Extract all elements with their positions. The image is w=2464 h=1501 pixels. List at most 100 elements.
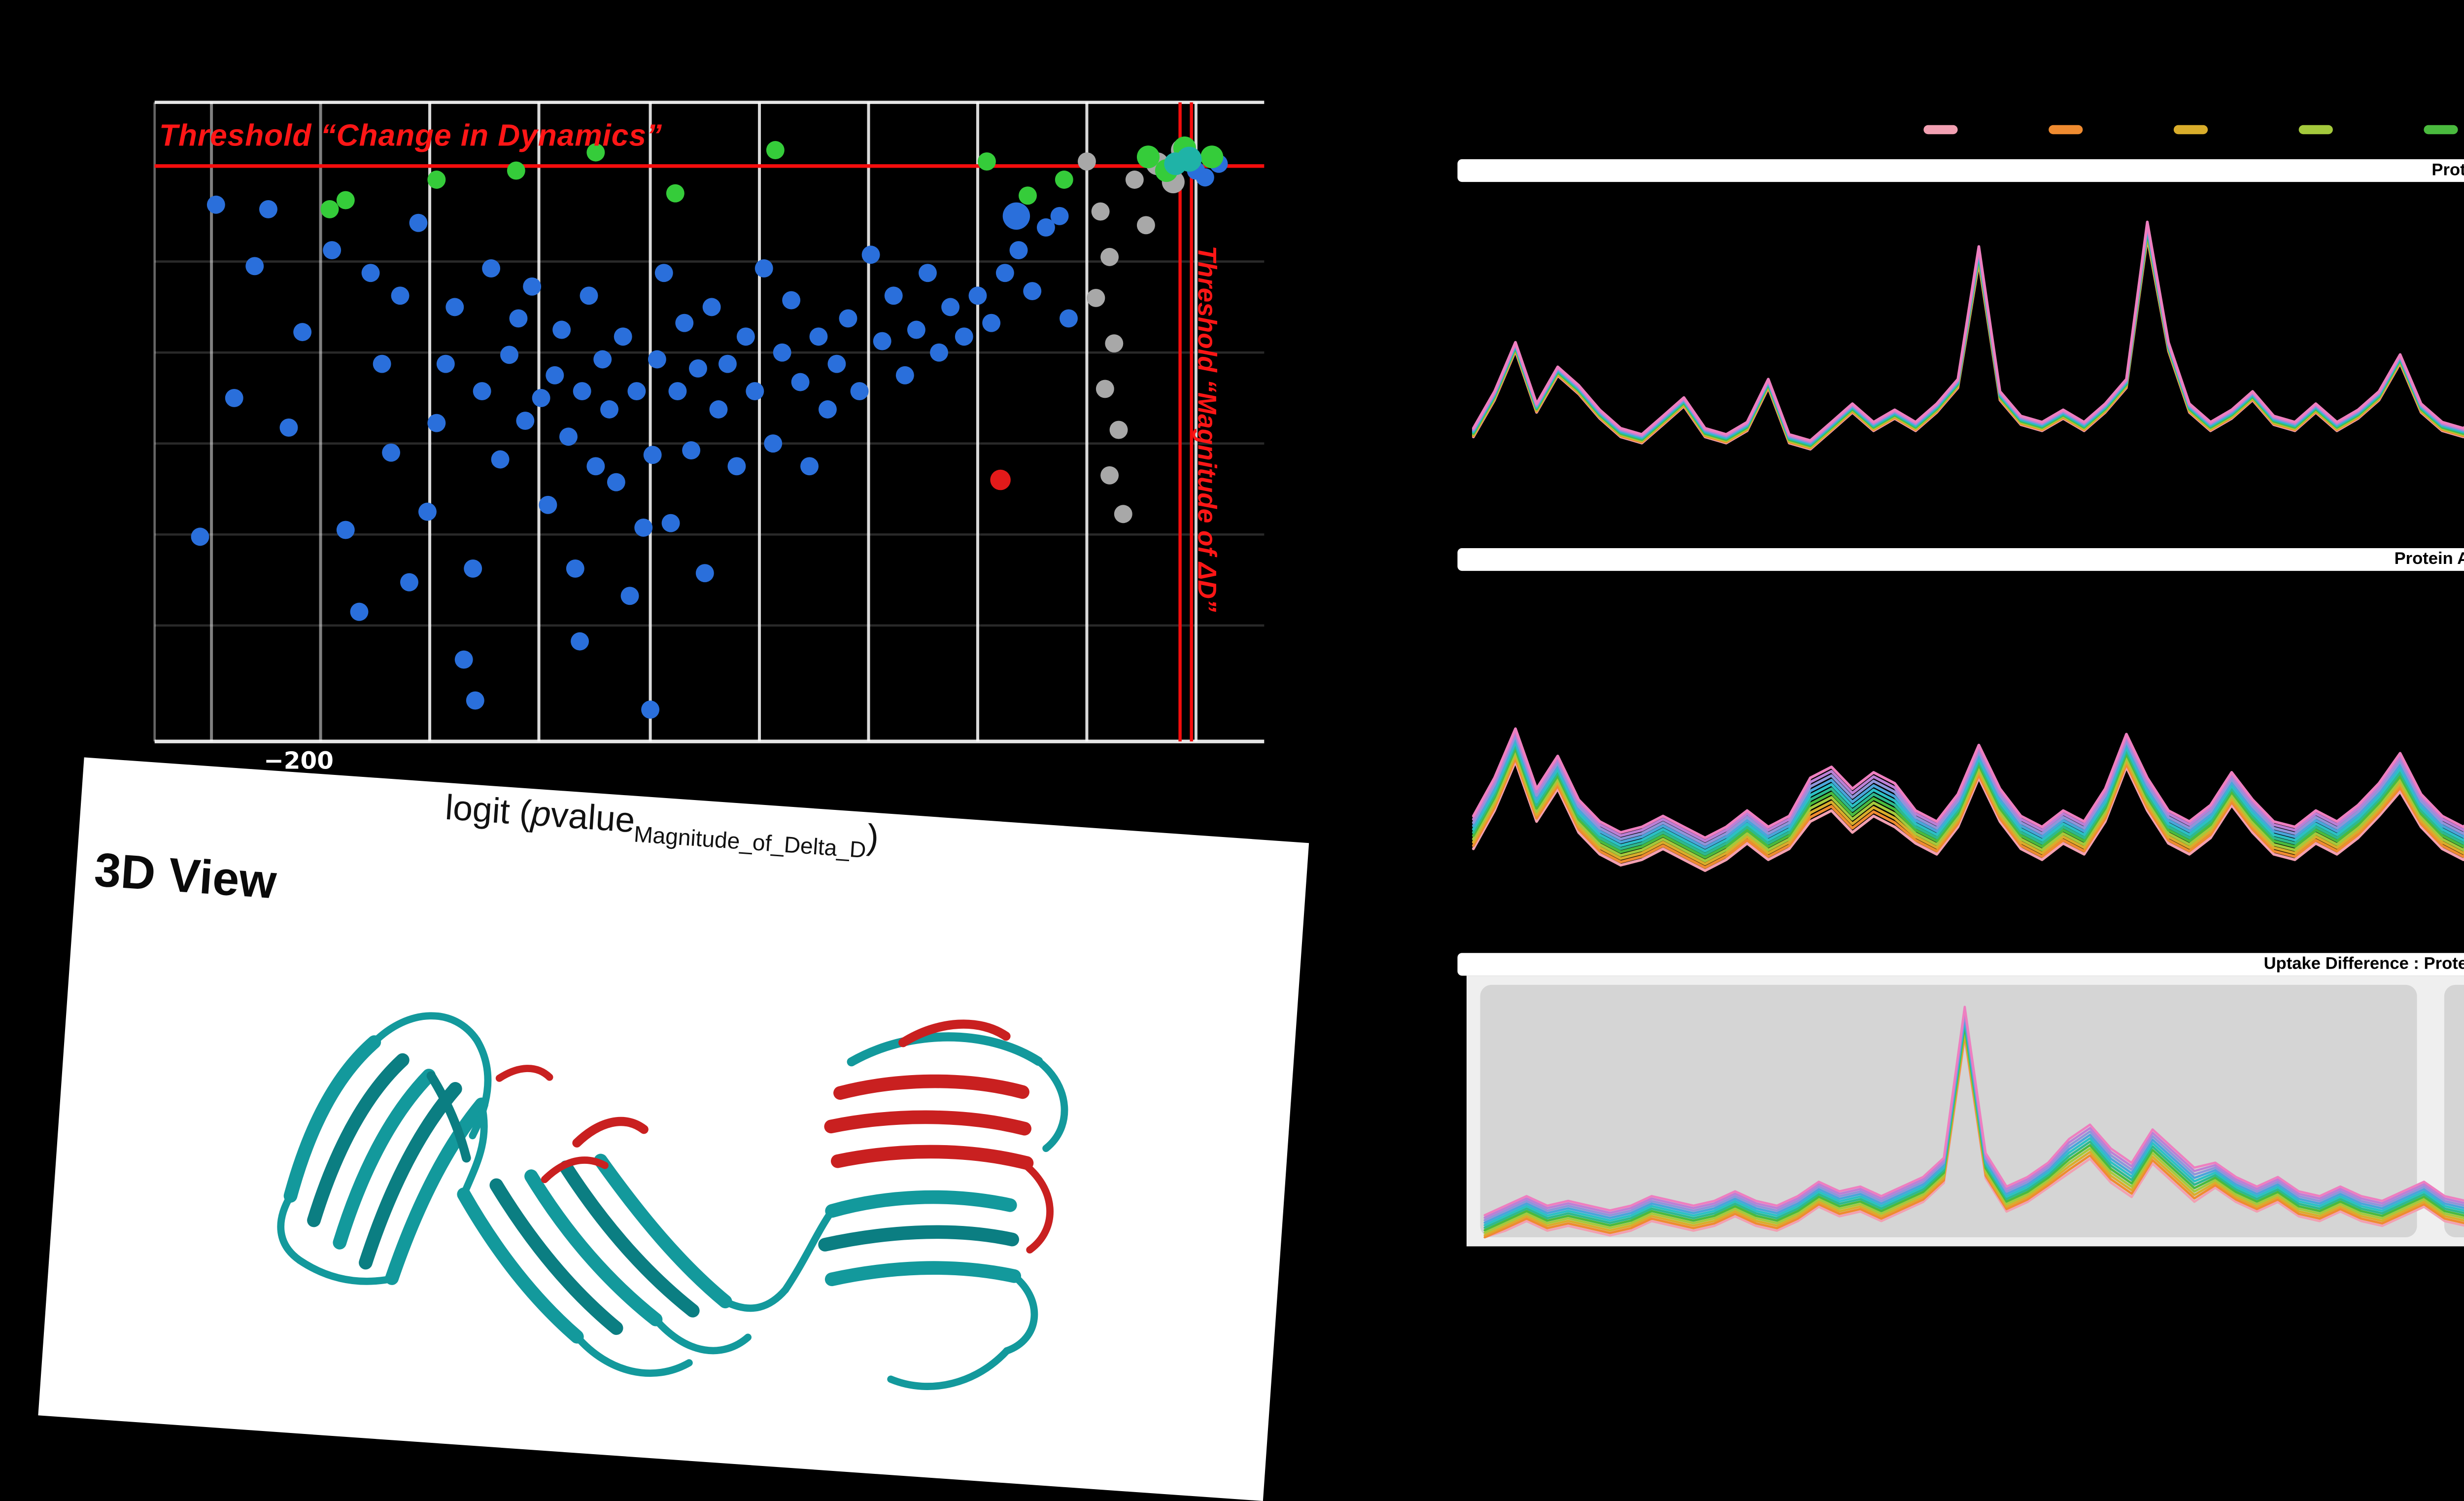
volcano-point-gray[interactable]: [1087, 288, 1105, 307]
volcano-point-blue[interactable]: [464, 559, 482, 578]
volcano-point-gray[interactable]: [1077, 152, 1096, 171]
volcano-point-blue[interactable]: [773, 343, 791, 362]
volcano-point-gray[interactable]: [1095, 380, 1114, 398]
volcano-point-blue[interactable]: [391, 286, 410, 305]
volcano-point-blue[interactable]: [809, 327, 828, 346]
volcano-point-blue[interactable]: [482, 259, 501, 278]
uptake-trace[interactable]: [1483, 1024, 2464, 1231]
uptake-trace[interactable]: [1483, 1018, 2464, 1226]
volcano-point-blue[interactable]: [293, 323, 312, 342]
volcano-point-blue[interactable]: [539, 495, 557, 514]
volcano-point-gray[interactable]: [1100, 466, 1119, 485]
volcano-point-blue[interactable]: [955, 327, 973, 346]
uptake-trace[interactable]: [1472, 233, 2464, 449]
volcano-point-green[interactable]: [1136, 145, 1160, 169]
volcano-point-blue[interactable]: [791, 373, 810, 391]
volcano-point-blue[interactable]: [336, 521, 355, 539]
legend-item[interactable]: [2298, 125, 2333, 135]
volcano-point-blue[interactable]: [206, 195, 225, 214]
uptake-trace[interactable]: [1472, 630, 2464, 846]
uptake-trace[interactable]: [1483, 1012, 2464, 1222]
legend-item[interactable]: [2424, 125, 2458, 135]
uptake-trace[interactable]: [1472, 620, 2464, 839]
volcano-point-blue[interactable]: [919, 264, 937, 282]
uptake-trace[interactable]: [1483, 1015, 2464, 1224]
volcano-point-green[interactable]: [336, 191, 355, 209]
volcano-point-blue[interactable]: [573, 382, 591, 401]
volcano-point-gray[interactable]: [1105, 334, 1124, 353]
uptake-trace[interactable]: [1483, 1034, 2464, 1239]
volcano-point-blue[interactable]: [695, 564, 714, 583]
uptake-trace[interactable]: [1472, 663, 2464, 866]
uptake-trace[interactable]: [1472, 647, 2464, 856]
volcano-point-blue[interactable]: [643, 446, 662, 464]
volcano-point-blue[interactable]: [895, 366, 914, 384]
volcano-point-blue[interactable]: [968, 286, 987, 305]
selection-region[interactable]: [2444, 984, 2464, 1237]
uptake-trace[interactable]: [1483, 1021, 2464, 1229]
uptake-trace[interactable]: [1472, 641, 2464, 853]
volcano-point-blue[interactable]: [600, 400, 618, 419]
volcano-point-blue[interactable]: [516, 412, 535, 430]
volcano-point-blue[interactable]: [800, 457, 819, 476]
uptake-trace[interactable]: [1472, 668, 2464, 869]
volcano-point-blue[interactable]: [427, 414, 446, 432]
uptake-trace[interactable]: [1472, 235, 2464, 452]
volcano-point-blue[interactable]: [746, 382, 764, 401]
uptake-trace[interactable]: [1472, 220, 2464, 442]
volcano-point-gray[interactable]: [1114, 505, 1132, 524]
volcano-point-blue[interactable]: [400, 573, 418, 592]
uptake-trace[interactable]: [1472, 652, 2464, 859]
volcano-point-blue[interactable]: [279, 418, 298, 437]
volcano-point-blue[interactable]: [323, 241, 342, 259]
volcano-point-blue[interactable]: [225, 388, 243, 407]
volcano-point-green[interactable]: [1055, 171, 1073, 189]
uptake-trace[interactable]: [1472, 658, 2464, 863]
volcano-point-blue[interactable]: [350, 602, 369, 621]
volcano-point-blue[interactable]: [754, 259, 773, 278]
volcano-point-blue[interactable]: [682, 441, 701, 460]
volcano-point-teal[interactable]: [1164, 152, 1187, 175]
uptake-trace[interactable]: [1483, 1009, 2464, 1219]
volcano-point-blue[interactable]: [718, 354, 737, 373]
volcano-point-blue[interactable]: [586, 457, 605, 476]
volcano-point-green[interactable]: [507, 161, 525, 180]
volcano-point-blue[interactable]: [593, 350, 612, 369]
volcano-point-blue[interactable]: [532, 388, 550, 407]
volcano-point-blue[interactable]: [509, 309, 528, 328]
volcano-point-blue[interactable]: [661, 514, 680, 532]
uptake-trace[interactable]: [1483, 1006, 2464, 1217]
volcano-point-gray[interactable]: [1100, 247, 1119, 266]
volcano-point-blue[interactable]: [861, 245, 880, 264]
volcano-point-blue[interactable]: [941, 298, 960, 316]
volcano-point-blue[interactable]: [819, 400, 837, 419]
volcano-point-blue[interactable]: [559, 427, 578, 446]
volcano-point-blue[interactable]: [373, 354, 391, 373]
volcano-point-blue[interactable]: [1060, 309, 1078, 328]
volcano-point-blue[interactable]: [1196, 168, 1214, 187]
volcano-point-blue[interactable]: [782, 291, 801, 310]
uptake-trace[interactable]: [1483, 1030, 2464, 1237]
volcano-point-blue[interactable]: [873, 332, 891, 350]
volcano-point-green[interactable]: [427, 171, 446, 189]
legend-item[interactable]: [2173, 125, 2208, 135]
volcano-point-blue[interactable]: [827, 354, 846, 373]
volcano-point-gray[interactable]: [1125, 171, 1144, 189]
volcano-point-blue[interactable]: [634, 518, 653, 537]
volcano-point-blue[interactable]: [245, 257, 264, 276]
protein-ribbon[interactable]: [38, 757, 1309, 1501]
volcano-point-blue[interactable]: [648, 350, 666, 369]
volcano-point-blue[interactable]: [546, 366, 564, 384]
volcano-point-blue[interactable]: [727, 457, 746, 476]
volcano-point-blue[interactable]: [409, 213, 428, 232]
uptake-trace[interactable]: [1472, 625, 2464, 842]
volcano-point-blue[interactable]: [654, 264, 673, 282]
volcano-point-blue[interactable]: [571, 632, 589, 651]
volcano-point-blue[interactable]: [641, 700, 660, 719]
volcano-point-blue[interactable]: [382, 443, 401, 462]
volcano-point-blue[interactable]: [500, 346, 518, 364]
uptake-trace[interactable]: [1472, 674, 2464, 872]
uptake-trace[interactable]: [1472, 236, 2464, 458]
volcano-point-blue[interactable]: [466, 691, 484, 710]
volcano-point-red[interactable]: [990, 469, 1011, 490]
